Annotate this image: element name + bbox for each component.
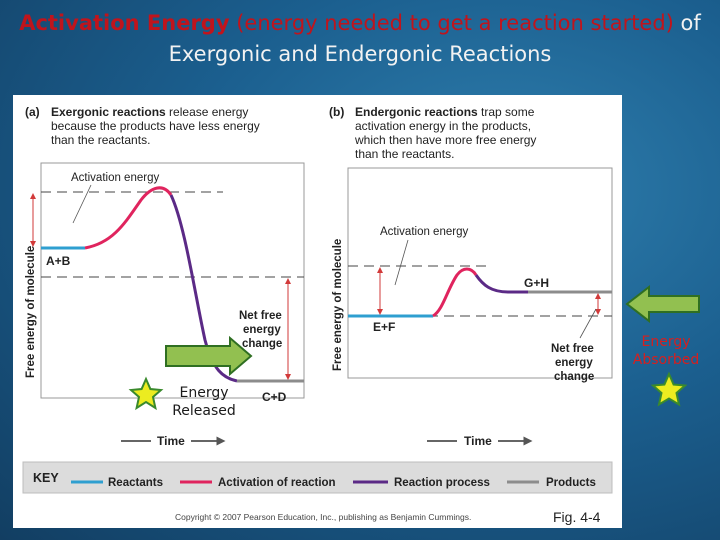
legend-label-process: Reaction process [394,477,490,489]
panel-b-x-axis-label: Time [464,434,492,448]
panel-b-reactant-label: E+F [373,320,395,334]
panel-b-process-curve [474,274,528,294]
panel-b-net-line3: change [554,371,594,383]
panel-a-frame [40,162,305,399]
panel-a-heading-line3: than the reactants. [51,133,150,147]
title-rest: of Exergonic and Endergonic Reactions [168,11,701,66]
panel-a-activation-label: Activation energy [71,172,159,184]
panel-a-y-axis-label: Free energy of molecule [25,246,37,378]
legend-key: KEY Reactants Activation of reaction Rea… [22,461,613,494]
energy-absorbed-arrow [625,284,700,324]
energy-released-line2: Released [172,403,236,419]
title-term: Activation Energy [19,11,230,35]
panel-b-y-axis-label: Free energy of molecule [332,239,344,371]
panel-b-product-label: G+H [524,276,549,290]
panel-a-tag: (a) [25,105,40,119]
title-definition: (energy needed to get a reaction started… [229,11,674,35]
legend-label-activation: Activation of reaction [218,477,336,489]
panel-b-heading-line2: activation energy in the products, [355,119,531,133]
panel-b-net-line1: Net free [551,343,594,355]
panel-b-net-leader [579,308,597,339]
energy-absorbed-label: Energy Absorbed [626,333,706,369]
energy-released-label: Energy Released [168,384,240,420]
panel-a-activation-curve [84,186,173,250]
panel-b-heading-line4: than the reactants. [355,147,454,161]
energy-absorbed-line2: Absorbed [632,352,700,368]
energy-absorbed-star-icon [650,371,688,407]
slide-title: Activation Energy (energy needed to get … [0,8,720,70]
panel-b-activation-curve [432,267,478,318]
panel-a-x-axis-label: Time [157,434,185,448]
panel-b-activation-leader [394,239,409,286]
panel-a-process-curve [169,194,238,383]
panel-b-heading-line3: which then have more free energy [354,133,536,147]
svg-text:Endergonic reactions trap some: Endergonic reactions trap some [355,105,535,119]
legend-label-products: Products [546,477,596,489]
panel-a-reactant-label: A+B [46,254,71,268]
panel-a-activation-leader [72,184,92,224]
panel-b-plot: Activation energy E+F G+H Net free energ… [332,167,613,448]
svg-text:Exergonic reactions release en: Exergonic reactions release energy [51,105,248,119]
panel-a-product-label: C+D [262,390,287,404]
copyright-text: Copyright © 2007 Pearson Education, Inc.… [175,512,471,522]
panel-b-heading: (b) Endergonic reactions trap some activ… [329,105,536,161]
panel-a-net-line3: change [242,338,282,350]
panel-b-net-label: Net free energy change [551,343,594,383]
legend-title: KEY [33,471,59,485]
panel-a-plot: Activation energy A+B C+D Net free energ… [25,162,305,448]
panel-b-tag: (b) [329,105,344,119]
panel-b-frame [347,167,613,379]
legend-box [22,461,613,494]
panel-b-net-line2: energy [555,357,593,369]
energy-diagram-figure: (a) Exergonic reactions release energy b… [13,95,622,528]
panel-a-net-label: Net free energy change [239,310,282,350]
panel-a-net-line1: Net free [239,310,282,322]
panel-b-heading-rest: trap some [478,105,535,119]
panel-a-heading-bold: Exergonic reactions [51,105,166,119]
panel-a-heading: (a) Exergonic reactions release energy b… [25,105,260,147]
panel-b-activation-label: Activation energy [380,226,468,238]
panel-a-heading-rest: release energy [166,105,249,119]
panel-b-heading-bold: Endergonic reactions [355,105,478,119]
panel-a-net-line2: energy [243,324,281,336]
energy-released-line1: Energy [179,385,229,401]
figure-number: Fig. 4-4 [553,509,601,525]
legend-label-reactants: Reactants [108,477,163,489]
panel-a-heading-line2: because the products have less energy [51,119,260,133]
energy-absorbed-line1: Energy [641,334,691,350]
